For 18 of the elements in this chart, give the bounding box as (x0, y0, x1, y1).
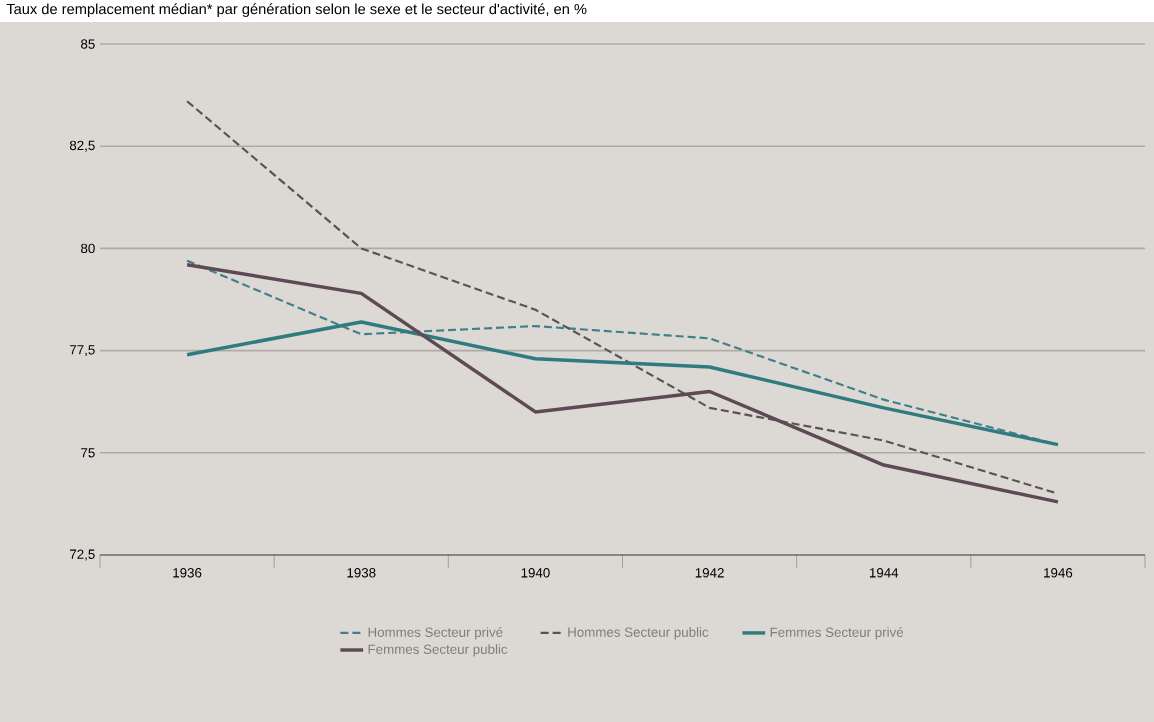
x-tick-label: 1938 (347, 568, 376, 578)
x-tick-label: 1942 (695, 568, 724, 578)
legend-label: Femmes Secteur public (368, 644, 508, 657)
y-tick-label: 80 (81, 243, 95, 254)
x-tick-label: 1936 (173, 568, 202, 578)
chart-title: Taux de remplacement médian* par génération selon le sexe et le secteur d'activité, en % (6, 3, 587, 18)
legend-label: Femmes Secteur privé (770, 627, 904, 640)
y-tick-label: 75 (81, 448, 95, 458)
legend-label: Hommes Secteur privé (368, 627, 503, 640)
line-series (185, 320, 1060, 447)
y-tick-label: 72,5 (70, 549, 95, 561)
y-tick-label: 77,5 (70, 345, 95, 357)
y-tick-label: 85 (81, 39, 95, 49)
y-tick-label: 82,5 (69, 140, 95, 152)
legend-label: Hommes Secteur public (568, 627, 709, 640)
x-tick-label: 1940 (521, 568, 550, 578)
x-tick-label: 1946 (1044, 568, 1073, 578)
x-tick-label: 1944 (869, 568, 899, 578)
